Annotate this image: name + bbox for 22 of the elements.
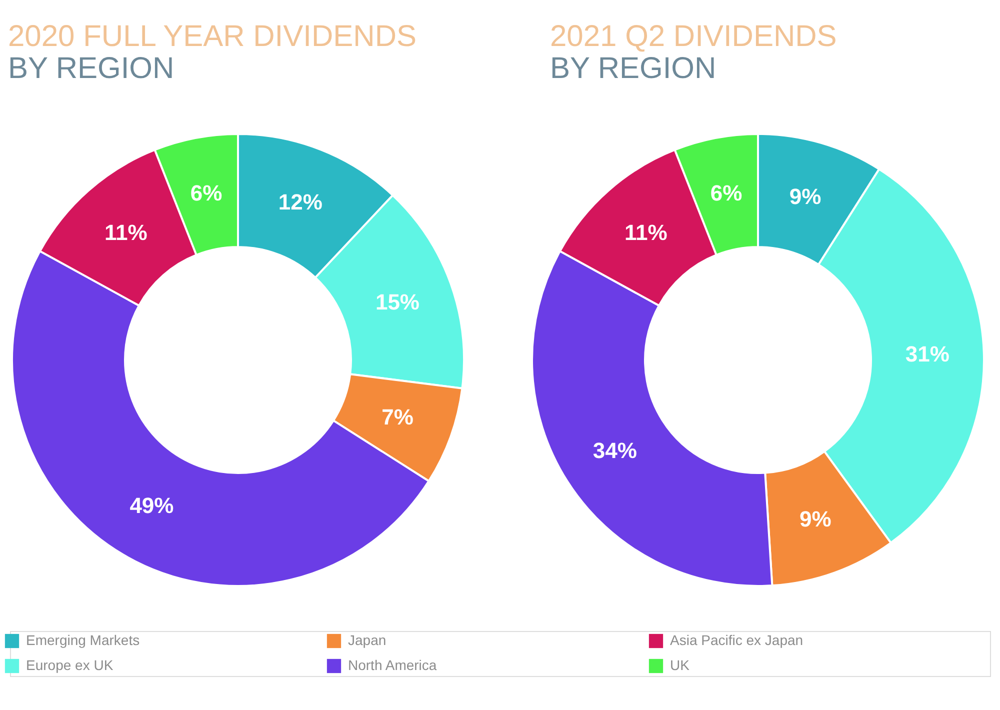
legend-label: Emerging Markets [26,632,140,648]
data-label: 12% [278,189,322,214]
data-label: 15% [375,290,420,315]
chart-title: 2020 FULL YEAR DIVIDENDS [8,20,417,53]
data-label: 6% [190,180,222,206]
data-label: 9% [800,506,832,532]
chart-subtitle: BY REGION [550,52,716,85]
legend-label: North America [348,657,437,673]
data-label: 7% [382,404,414,430]
data-label: 9% [789,184,822,210]
legend-label: UK [670,657,690,673]
data-label: 6% [710,180,742,206]
data-label: 11% [104,220,148,245]
chart-title: 2021 Q2 DIVIDENDS [550,20,837,53]
data-label: 49% [130,492,174,518]
chart-subtitle: BY REGION [8,52,174,85]
legend-label: Asia Pacific ex Japan [670,632,804,648]
legend-label: Europe ex UK [26,657,114,673]
data-label: 31% [905,342,950,367]
legend-label: Japan [348,632,386,648]
data-label: 34% [592,438,637,463]
data-label: 11% [624,220,668,245]
